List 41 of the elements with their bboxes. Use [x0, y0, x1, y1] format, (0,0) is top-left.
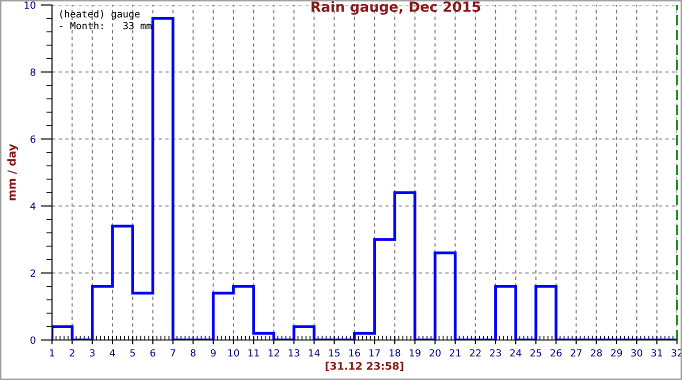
x-tick-label: 24	[510, 349, 522, 356]
x-tick-label: 12	[268, 349, 279, 356]
x-tick-label: 18	[390, 349, 400, 357]
x-tick-label: 8	[190, 349, 196, 357]
x-tick-label: 11	[248, 349, 259, 356]
y-tick-label: 10	[24, 1, 36, 9]
x-tick-label: 10	[228, 349, 239, 357]
x-tick-label: 27	[570, 349, 582, 356]
y-tick-label: 0	[30, 336, 36, 344]
x-tick-label: 28	[590, 349, 602, 357]
x-tick-label: 13	[288, 349, 300, 357]
x-tick-label: 23	[490, 349, 501, 357]
x-tick-label: 5	[130, 349, 135, 357]
x-tick-label: 7	[170, 349, 176, 356]
chart-title: Rain gauge, Dec 2015	[312, 1, 480, 15]
annotation: (heated) gauge - Month: 33 mm	[60, 10, 152, 30]
x-tick-label: 20	[430, 349, 441, 357]
x-tick-label: 3	[90, 349, 95, 357]
x-tick-label: 29	[611, 349, 622, 357]
text: [31.12 23:58]	[326, 362, 404, 372]
x-tick-label: 16	[349, 349, 360, 357]
y-tick-label: 8	[30, 68, 36, 76]
y-tick-label: 6	[30, 135, 36, 143]
y-tick-label: 4	[30, 202, 36, 210]
x-tick-label: 17	[369, 349, 380, 356]
x-tick-label: 2	[70, 349, 74, 356]
x-tick-label: 19	[410, 349, 420, 357]
x-tick-label: 6	[150, 349, 156, 357]
x-tick-label: 31	[651, 349, 662, 357]
x-tick-label: 26	[550, 349, 562, 357]
x-tick-label: 22	[470, 349, 481, 356]
x-tick-label: 1	[50, 349, 54, 356]
y-tick-label: 2	[30, 269, 36, 277]
x-tick-label: 25	[530, 349, 542, 357]
x-tick-label: 14	[308, 349, 320, 356]
x-tick-label: 21	[450, 349, 461, 356]
y-axis-title: mm / day	[7, 144, 18, 200]
x-tick-label: 9	[210, 349, 216, 357]
x-tick-label: 30	[631, 349, 642, 357]
x-tick-label: 4	[110, 349, 116, 356]
x-tick-label: 15	[329, 349, 340, 357]
